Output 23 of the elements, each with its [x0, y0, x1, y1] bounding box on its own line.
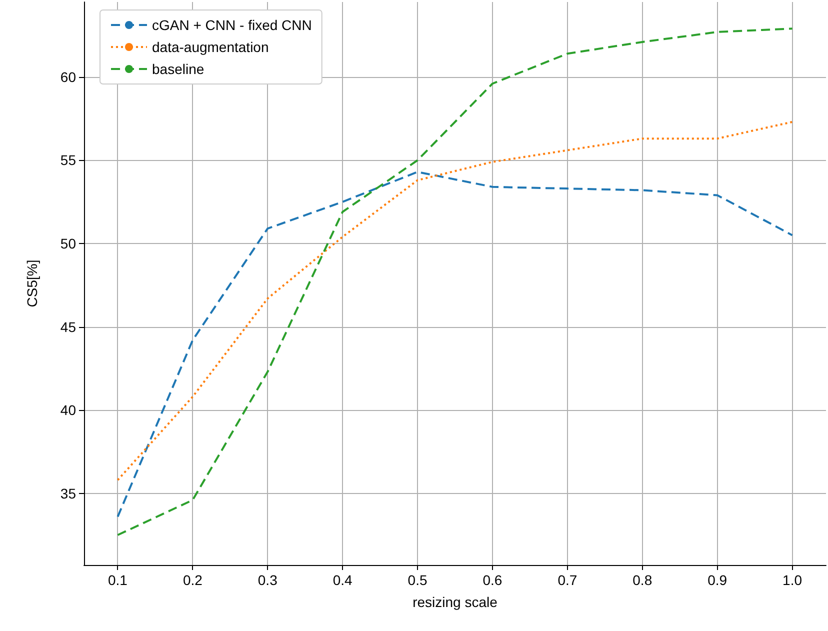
legend-label: data-augmentation	[152, 39, 269, 55]
legend-label: cGAN + CNN - fixed CNN	[152, 17, 312, 33]
x-tick-label: 0.6	[482, 572, 502, 588]
x-tick-label: 0.5	[408, 572, 428, 588]
x-tick-label: 0.8	[632, 572, 652, 588]
legend-label: baseline	[152, 61, 204, 77]
y-tick-label: 40	[60, 402, 76, 418]
y-tick-label: 45	[60, 318, 76, 335]
y-axis-title: CS5[%]	[24, 260, 40, 308]
x-tick-label: 0.7	[558, 572, 578, 588]
x-tick-label: 0.2	[182, 572, 203, 588]
x-tick-label: 1.0	[782, 572, 802, 588]
x-axis-title: resizing scale	[412, 594, 498, 610]
y-tick-label: 60	[60, 68, 76, 85]
y-tick-label: 55	[60, 152, 76, 168]
x-tick-label: 0.1	[108, 572, 128, 588]
y-tick-label: 50	[60, 236, 76, 252]
x-tick-label: 0.4	[332, 572, 353, 588]
line-series	[116, 170, 794, 518]
x-tick-label: 0.3	[258, 572, 278, 588]
y-tick-label: 35	[60, 485, 76, 502]
line-series	[116, 120, 794, 482]
x-tick-label: 0.9	[708, 572, 728, 588]
